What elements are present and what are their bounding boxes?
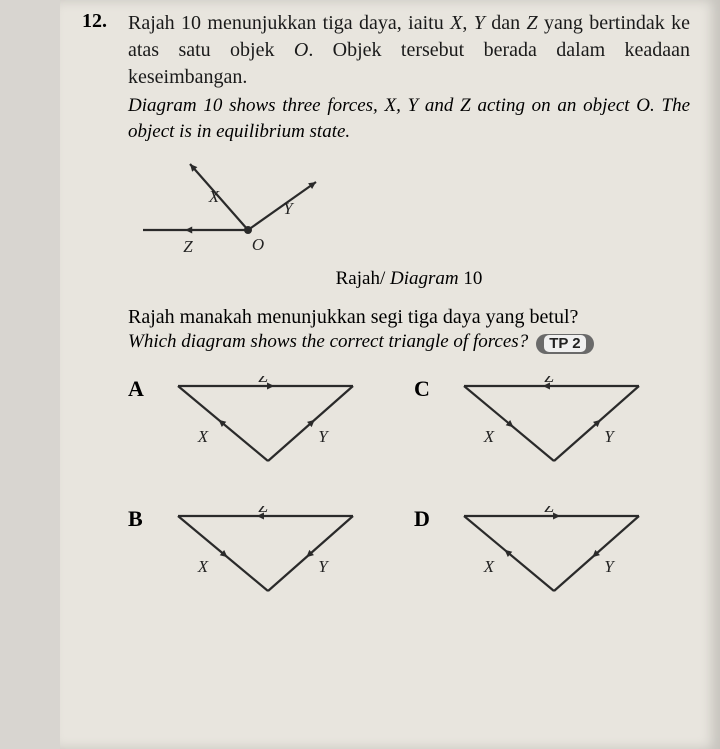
caption-en: Diagram [390, 268, 459, 289]
svg-text:Z: Z [183, 237, 193, 256]
main-diagram: X Y Z O [128, 162, 348, 262]
svg-text:X: X [208, 187, 220, 206]
page: 12. Rajah 10 menunjukkan tiga daya, iait… [60, 0, 720, 749]
triangle-c: Z X Y [454, 376, 664, 476]
option-d-label: D [414, 506, 430, 532]
subquestion-ms: Rajah manakah menunjukkan segi tiga daya… [128, 304, 690, 331]
svg-text:Z: Z [544, 376, 554, 386]
question-content: Rajah 10 menunjukkan tiga daya, iaitu X,… [128, 10, 690, 606]
svg-text:Y: Y [283, 199, 294, 218]
triangle-b: Z X Y [168, 506, 378, 606]
svg-text:Y: Y [604, 557, 615, 576]
question-text-ms: Rajah 10 menunjukkan tiga daya, iaitu X,… [128, 10, 690, 91]
question-text-en: Diagram 10 shows three forces, X, Y and … [128, 93, 690, 144]
svg-text:Z: Z [258, 376, 268, 386]
option-a-label: A [128, 376, 144, 402]
svg-text:Z: Z [544, 506, 554, 516]
option-d: D Z X Y [414, 506, 690, 606]
svg-text:X: X [483, 557, 495, 576]
option-a: A Z X Y [128, 376, 404, 476]
triangle-d: Z X Y [454, 506, 664, 606]
options-grid: A Z X Y C Z X Y B Z X Y D Z X Y [128, 376, 690, 606]
svg-text:Y: Y [318, 557, 329, 576]
svg-text:O: O [252, 235, 264, 254]
svg-text:X: X [197, 427, 209, 446]
subquestion-en-row: Which diagram shows the correct triangle… [128, 331, 690, 353]
option-b: B Z X Y [128, 506, 404, 606]
tp-badge-label: TP 2 [544, 335, 585, 352]
question-number: 12. [82, 10, 107, 33]
diagram-caption: Rajah/ Diagram 10 [128, 268, 690, 290]
caption-num: 10 [459, 268, 483, 289]
tp-badge: TP 2 [536, 334, 593, 354]
option-c: C Z X Y [414, 376, 690, 476]
svg-text:Z: Z [258, 506, 268, 516]
svg-text:Y: Y [604, 427, 615, 446]
subquestion-en: Which diagram shows the correct triangle… [128, 331, 528, 352]
caption-ms: Rajah/ [336, 268, 390, 289]
option-b-label: B [128, 506, 143, 532]
svg-text:X: X [197, 557, 209, 576]
main-diagram-wrap: X Y Z O Rajah/ Diagram 10 [128, 162, 690, 290]
svg-text:X: X [483, 427, 495, 446]
svg-text:Y: Y [318, 427, 329, 446]
triangle-a: Z X Y [168, 376, 378, 476]
option-c-label: C [414, 376, 430, 402]
